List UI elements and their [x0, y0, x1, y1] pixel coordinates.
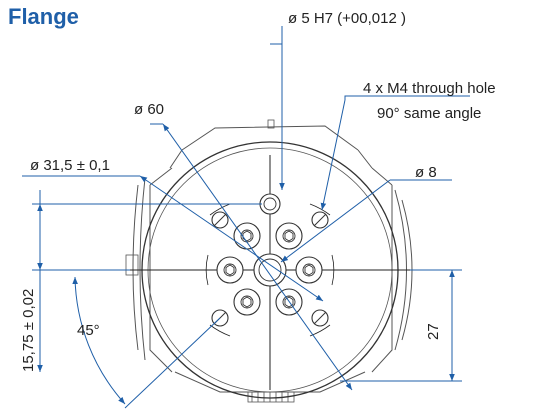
- pin-bore-label: ø 5 H7 (+00,012 ): [288, 10, 406, 27]
- page-title: Flange: [8, 4, 79, 29]
- screw-head: [216, 256, 244, 284]
- screw-head: [233, 288, 261, 316]
- center-bore-label: ø 8: [415, 164, 437, 181]
- bolt-circle-label: ø 60: [134, 101, 164, 118]
- screw-head: [233, 222, 261, 250]
- height-label: 27: [425, 323, 442, 340]
- m4-hole: [311, 211, 329, 229]
- screw-head: [295, 256, 323, 284]
- dimension-lines: [22, 26, 470, 409]
- pitch-circle-label: ø 31,5 ± 0,1: [30, 157, 110, 174]
- angle-label: 45°: [77, 322, 100, 339]
- m4-hole: [211, 211, 229, 229]
- through-hole-label-line2: 90° same angle: [377, 105, 481, 122]
- screw-head: [275, 222, 303, 250]
- vertical-offset-label: 15,75 ± 0,02: [20, 289, 37, 372]
- m4-hole: [311, 309, 329, 327]
- pin-bore: [259, 193, 281, 215]
- through-hole-label-line1: 4 x M4 through hole: [363, 80, 496, 97]
